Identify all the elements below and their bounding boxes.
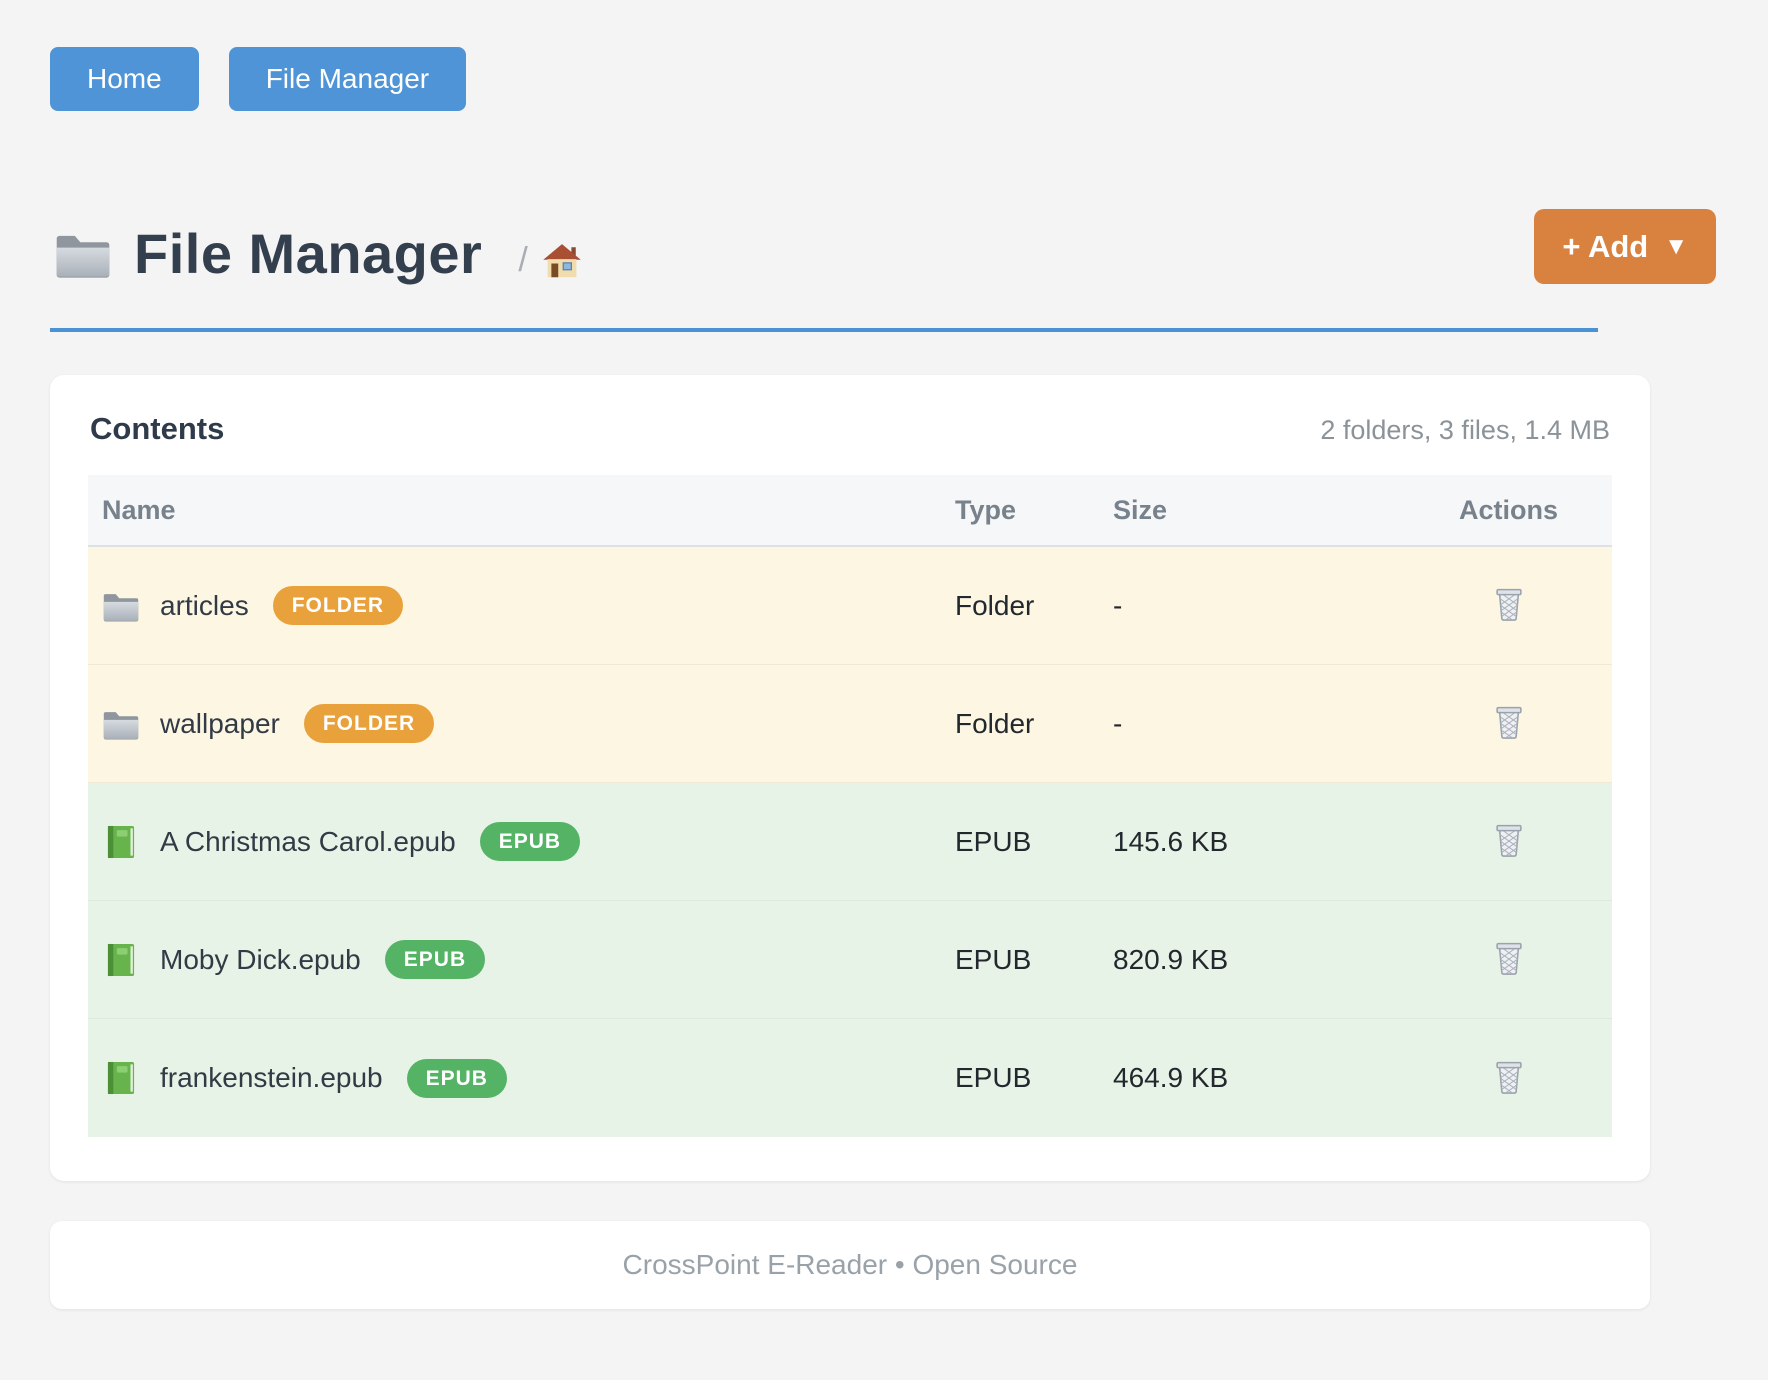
table-row-frankenstein[interactable]: frankenstein.epub EPUB EPUB 464.9 KB <box>88 1019 1612 1137</box>
delete-button[interactable] <box>1485 814 1533 869</box>
top-nav: Home File Manager <box>50 47 1716 111</box>
file-manager-button[interactable]: File Manager <box>228 47 467 111</box>
house-icon <box>542 241 582 281</box>
item-size: - <box>1113 589 1123 621</box>
column-header-actions: Actions <box>1458 494 1558 525</box>
folder-icon <box>50 225 116 283</box>
header-divider <box>50 328 1598 332</box>
epub-badge: EPUB <box>384 940 486 979</box>
book-icon <box>102 941 140 979</box>
book-icon <box>102 1059 140 1097</box>
footer-text: CrossPoint E-Reader • Open Source <box>622 1249 1078 1280</box>
footer: CrossPoint E-Reader • Open Source <box>50 1221 1650 1309</box>
add-button-label: + Add <box>1562 229 1649 264</box>
item-size: 145.6 KB <box>1113 825 1229 857</box>
item-name: wallpaper <box>160 707 280 739</box>
home-button[interactable]: Home <box>50 47 199 111</box>
delete-button[interactable] <box>1485 578 1533 633</box>
file-manager-page: Home File Manager File Manager / + Add ▼… <box>50 47 1716 1309</box>
trash-icon <box>1489 936 1529 980</box>
contents-card: Contents 2 folders, 3 files, 1.4 MB Name… <box>50 375 1650 1181</box>
breadcrumb-home-link[interactable] <box>542 241 582 281</box>
item-type: EPUB <box>955 1062 1032 1093</box>
contents-heading: Contents <box>90 411 225 446</box>
column-header-size: Size <box>1113 494 1168 525</box>
column-header-type: Type <box>955 494 1017 525</box>
item-type: EPUB <box>955 943 1032 975</box>
contents-summary: 2 folders, 3 files, 1.4 MB <box>1320 415 1610 445</box>
item-name: A Christmas Carol.epub <box>160 825 456 857</box>
book-icon <box>102 823 140 861</box>
breadcrumb-separator: / <box>518 241 528 279</box>
epub-badge: EPUB <box>406 1058 507 1098</box>
page-header: File Manager / + Add ▼ <box>50 209 1716 286</box>
epub-badge: EPUB <box>479 822 581 861</box>
item-type: Folder <box>955 589 1035 621</box>
delete-button[interactable] <box>1485 696 1533 751</box>
chevron-down-icon: ▼ <box>1664 232 1688 260</box>
trash-icon <box>1489 1055 1529 1099</box>
table-row-wallpaper[interactable]: wallpaper FOLDER Folder - <box>88 665 1612 783</box>
table-header-row: Name Type Size Actions <box>88 475 1612 547</box>
item-type: EPUB <box>955 825 1032 857</box>
table-row-articles[interactable]: articles FOLDER Folder - <box>88 547 1612 665</box>
table-row-christmas-carol[interactable]: A Christmas Carol.epub EPUB EPUB 145.6 K… <box>88 783 1612 901</box>
item-size: 464.9 KB <box>1113 1062 1229 1093</box>
page-title: File Manager <box>134 222 483 285</box>
trash-icon <box>1489 700 1529 744</box>
item-name: Moby Dick.epub <box>160 943 361 975</box>
breadcrumb: / <box>518 241 581 281</box>
delete-button[interactable] <box>1485 932 1533 987</box>
add-button[interactable]: + Add ▼ <box>1534 209 1716 284</box>
folder-badge: FOLDER <box>272 586 404 625</box>
delete-button[interactable] <box>1485 1051 1533 1106</box>
item-type: Folder <box>955 707 1035 739</box>
trash-icon <box>1489 582 1529 626</box>
contents-card-header: Contents 2 folders, 3 files, 1.4 MB <box>88 411 1612 447</box>
item-name: articles <box>160 589 249 621</box>
folder-icon <box>102 705 140 743</box>
item-name: frankenstein.epub <box>160 1062 383 1093</box>
folder-icon <box>102 587 140 625</box>
folder-badge: FOLDER <box>303 704 435 743</box>
file-table: Name Type Size Actions articles FOLDER F… <box>88 475 1612 1137</box>
table-row-moby-dick[interactable]: Moby Dick.epub EPUB EPUB 820.9 KB <box>88 901 1612 1019</box>
column-header-name: Name <box>102 494 176 525</box>
item-size: 820.9 KB <box>1113 943 1229 975</box>
trash-icon <box>1489 818 1529 862</box>
item-size: - <box>1113 707 1123 739</box>
